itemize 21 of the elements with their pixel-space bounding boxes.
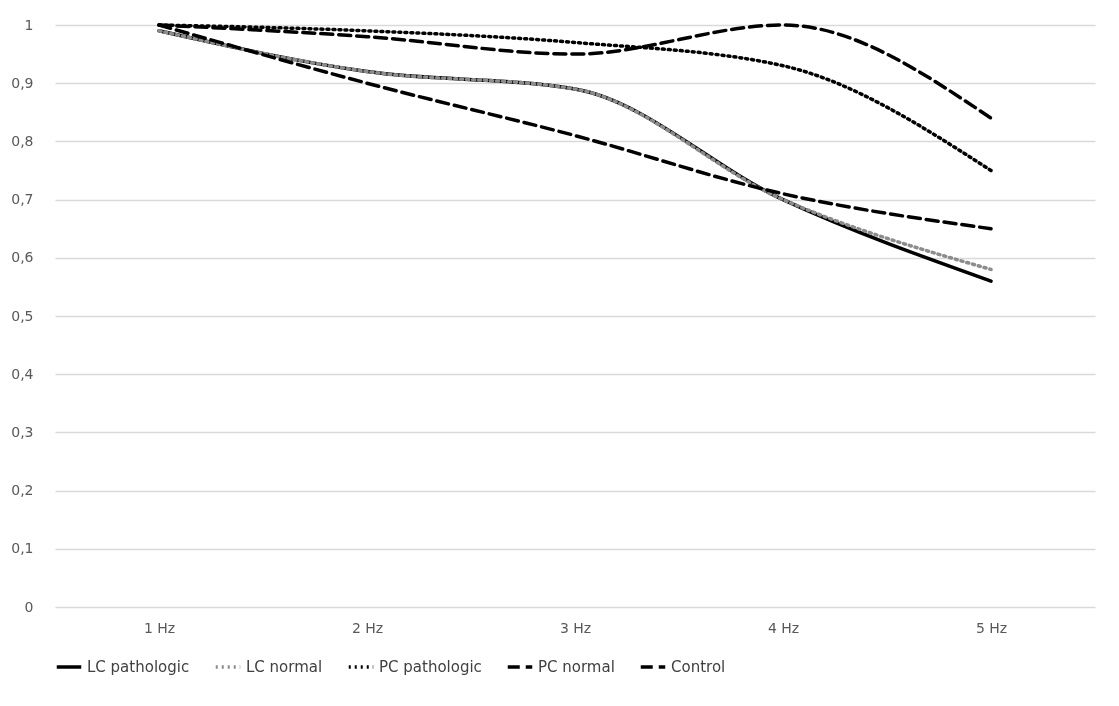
x-tick-label: 1 Hz (143, 619, 176, 636)
legend-label: LC normal (246, 658, 323, 676)
x-tick-label: 3 Hz (559, 619, 592, 636)
legend-label: Control (671, 658, 726, 676)
y-tick-label: 0,3 (11, 423, 34, 440)
y-tick-label: 0 (24, 598, 34, 615)
y-tick-label: 1 (24, 16, 34, 33)
y-tick-label: 0,4 (11, 365, 34, 382)
legend-label: PC normal (538, 658, 615, 676)
y-tick-label: 0,8 (11, 132, 34, 149)
y-tick-label: 0,5 (11, 307, 34, 324)
legend-label: LC pathologic (87, 658, 190, 676)
y-tick-label: 0,2 (11, 482, 34, 499)
legend-label: PC pathologic (379, 658, 482, 676)
x-tick-label: 2 Hz (351, 619, 384, 636)
y-tick-label: 0,9 (11, 74, 34, 91)
y-tick-label: 0,1 (11, 540, 34, 557)
y-tick-label: 0,6 (11, 249, 34, 266)
y-tick-label: 0,7 (11, 191, 34, 208)
x-tick-label: 5 Hz (975, 619, 1008, 636)
x-tick-label: 4 Hz (767, 619, 800, 636)
